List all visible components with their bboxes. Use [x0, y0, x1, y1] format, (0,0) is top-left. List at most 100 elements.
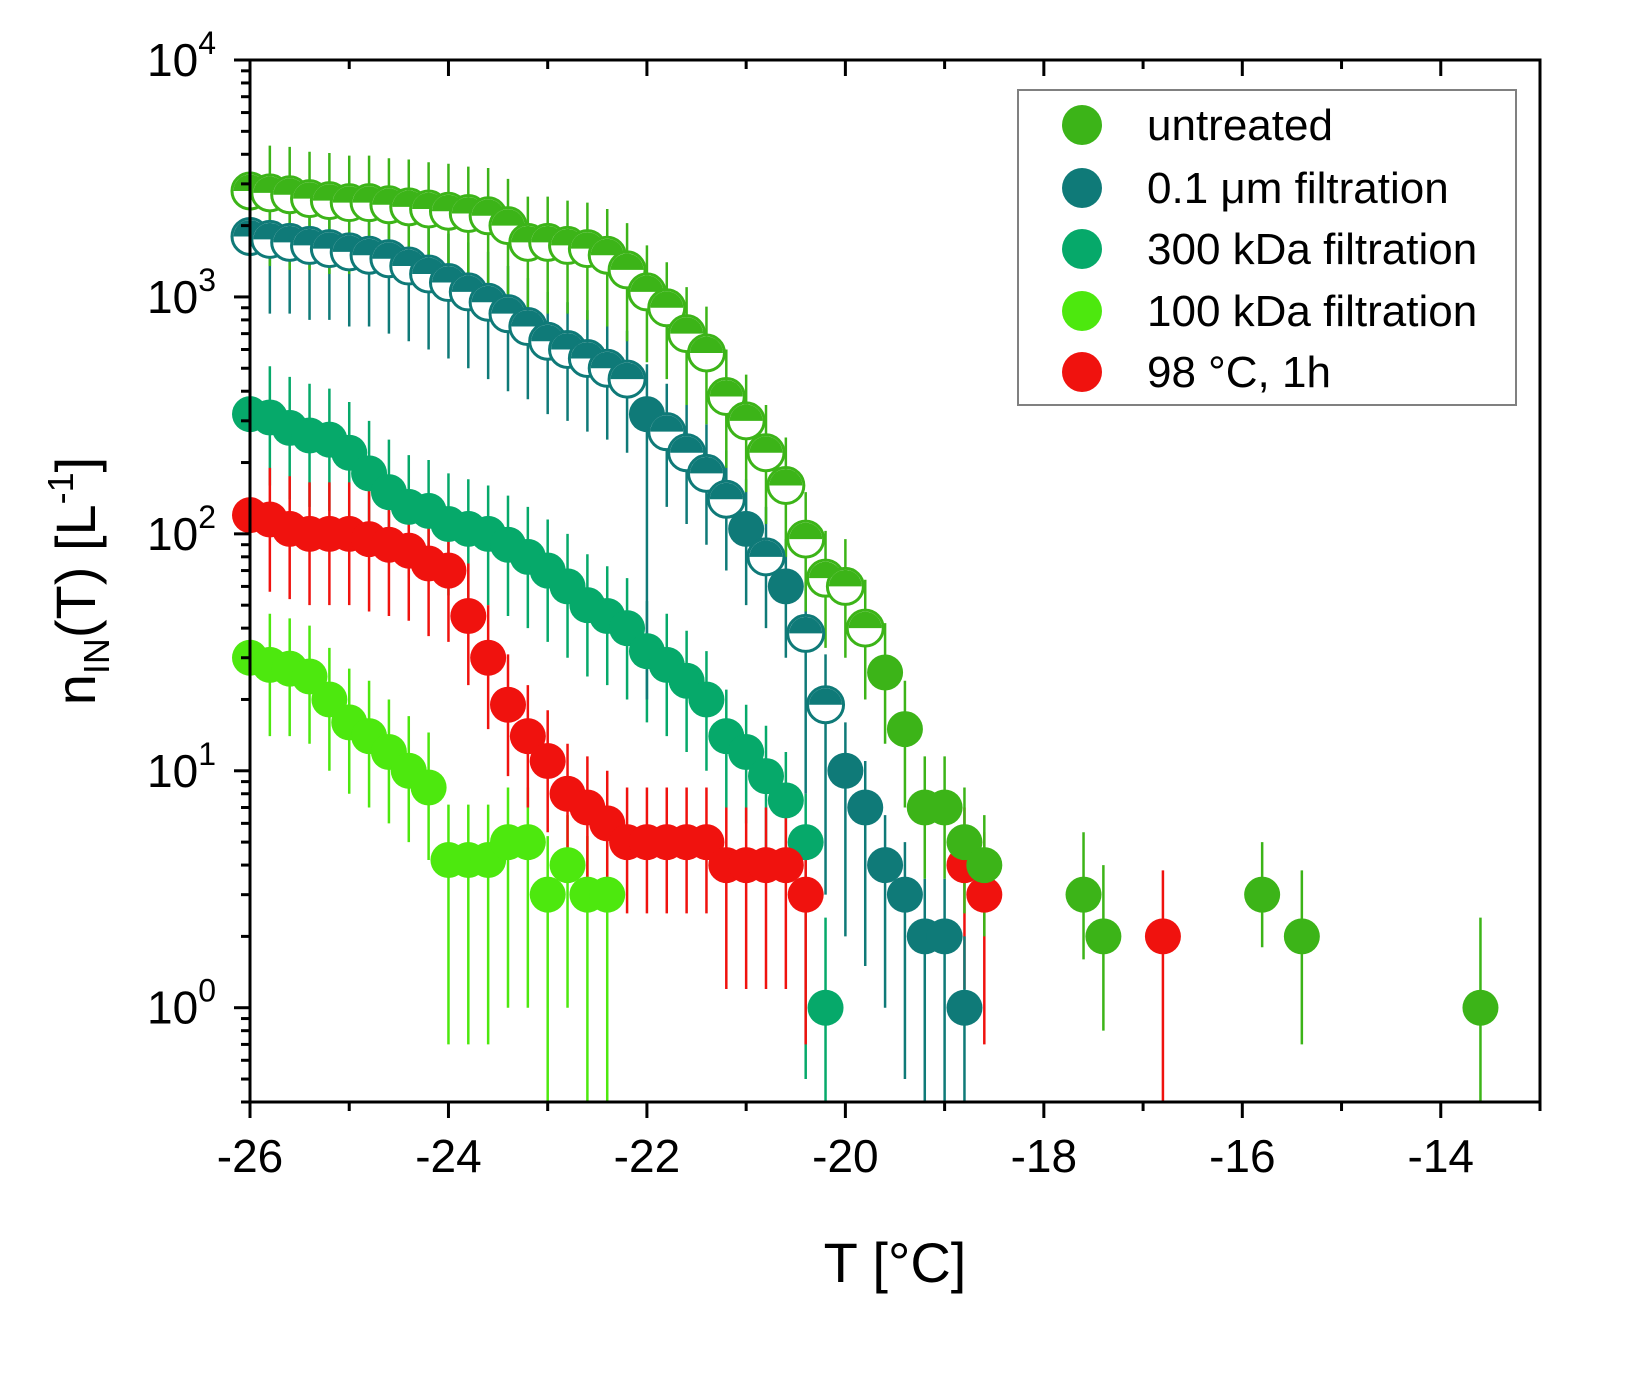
y-axis-title-superscript: -1 — [40, 472, 81, 504]
data-point — [1085, 918, 1122, 955]
y-tick-label: 102 — [147, 499, 216, 560]
data-point-upper-half — [789, 522, 823, 540]
data-point-half-filled — [726, 401, 766, 441]
y-tick-label-exponent: 3 — [198, 262, 216, 298]
y-tick-label-exponent: 4 — [198, 25, 216, 61]
data-point — [946, 989, 983, 1026]
y-axis-title-close: ] — [44, 457, 107, 473]
data-point — [430, 552, 467, 589]
x-tick-label: -20 — [812, 1130, 878, 1182]
legend-label-300kda: 300 kDa filtration — [1147, 225, 1477, 274]
legend-marker-100kda — [1062, 291, 1102, 331]
y-axis-title-main: (T) [L — [44, 504, 107, 638]
data-point — [529, 876, 566, 913]
data-point — [767, 782, 804, 819]
data-point-half-filled — [686, 333, 726, 373]
legend-entry-0-1um: 0.1 μm filtration — [1062, 164, 1449, 213]
data-point-half-filled — [786, 519, 826, 559]
data-point-upper-half — [689, 456, 723, 474]
x-tick-label: -24 — [415, 1130, 481, 1182]
data-point-half-filled — [806, 685, 846, 725]
data-point — [926, 918, 963, 955]
data-point — [529, 742, 566, 779]
y-tick-label-exponent: 0 — [198, 973, 216, 1009]
data-point — [509, 718, 546, 755]
y-axis-title-base: n — [44, 674, 107, 705]
data-point-upper-half — [670, 436, 704, 453]
data-point — [807, 989, 844, 1026]
data-point-upper-half — [828, 569, 862, 587]
data-point-half-filled — [647, 288, 687, 328]
data-point — [1065, 876, 1102, 913]
data-point — [867, 847, 904, 884]
data-point — [847, 789, 884, 826]
data-point-upper-half — [789, 616, 823, 634]
data-point — [1244, 876, 1281, 913]
x-tick-label: -26 — [217, 1130, 283, 1182]
data-point — [767, 568, 804, 605]
markers-layer — [230, 171, 1499, 1026]
y-axis-title-subscript: IN — [76, 638, 117, 674]
data-point-half-filled — [766, 465, 806, 505]
data-point-half-filled — [825, 566, 865, 606]
data-point-upper-half — [650, 291, 684, 308]
data-point-upper-half — [491, 209, 525, 226]
data-point — [886, 711, 923, 748]
legend-marker-untreated — [1062, 105, 1102, 145]
data-point — [867, 654, 904, 691]
data-point — [886, 876, 923, 913]
y-tick-label-exponent: 2 — [198, 499, 216, 535]
data-point-upper-half — [610, 253, 644, 270]
data-point — [926, 789, 963, 826]
data-point — [509, 824, 546, 861]
y-tick-label-base: 10 — [147, 982, 198, 1034]
data-point-upper-half — [809, 688, 843, 705]
x-tick-label: -18 — [1011, 1130, 1077, 1182]
y-tick-label-base: 10 — [147, 745, 198, 797]
y-tick-label-exponent: 1 — [198, 736, 216, 772]
data-point-upper-half — [630, 275, 664, 292]
data-point-half-filled — [686, 453, 726, 493]
data-point-upper-half — [689, 336, 723, 353]
x-tick-label: -22 — [614, 1130, 680, 1182]
data-point-upper-half — [709, 379, 743, 397]
data-point-upper-half — [769, 468, 803, 486]
data-point-upper-half — [590, 238, 624, 256]
data-point — [589, 876, 626, 913]
data-point-upper-half — [729, 404, 763, 421]
legend-marker-0-1um — [1062, 168, 1102, 208]
data-point — [966, 847, 1003, 884]
plot-frame — [248, 58, 1542, 1104]
data-point — [1462, 989, 1499, 1026]
data-point-half-filled — [746, 537, 786, 577]
y-tick-label-base: 10 — [147, 508, 198, 560]
data-point-upper-half — [491, 297, 525, 314]
legend-entry-98c: 98 °C, 1h — [1062, 348, 1331, 397]
data-point-half-filled — [607, 359, 647, 399]
data-point — [827, 752, 864, 789]
data-point — [787, 876, 824, 913]
legend-marker-300kda — [1062, 229, 1102, 269]
data-point-upper-half — [749, 436, 783, 453]
data-point-upper-half — [848, 611, 882, 629]
legend-label-98c: 98 °C, 1h — [1147, 348, 1331, 397]
legend-entry-100kda: 100 kDa filtration — [1062, 287, 1477, 336]
legend-entry-300kda: 300 kDa filtration — [1062, 225, 1477, 274]
data-point — [728, 734, 765, 771]
y-tick-label-base: 10 — [147, 34, 198, 86]
x-axis-title: T [°C] — [824, 1231, 967, 1294]
data-point — [410, 769, 447, 806]
data-point-upper-half — [709, 482, 743, 500]
data-point — [767, 847, 804, 884]
y-tick-label: 100 — [147, 973, 216, 1034]
data-point-half-filled — [845, 608, 885, 648]
data-point-half-filled — [786, 613, 826, 653]
legend-label-0-1um: 0.1 μm filtration — [1147, 164, 1449, 213]
data-point — [728, 510, 765, 547]
data-point — [748, 758, 784, 795]
data-point — [688, 681, 725, 718]
y-tick-label: 103 — [147, 262, 216, 323]
y-axis-title: nIN(T) [L-1] — [40, 457, 117, 706]
